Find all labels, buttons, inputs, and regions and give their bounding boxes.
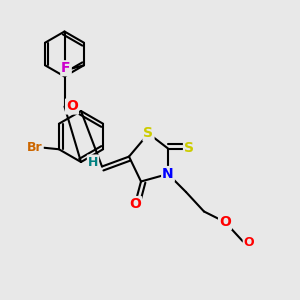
Text: S: S: [143, 127, 154, 140]
Text: N: N: [162, 167, 174, 181]
Text: H: H: [88, 155, 98, 169]
Text: S: S: [184, 142, 194, 155]
Text: O: O: [244, 236, 254, 250]
Text: O: O: [66, 100, 78, 113]
Text: O: O: [129, 197, 141, 211]
Text: Br: Br: [27, 141, 43, 154]
Text: F: F: [61, 61, 71, 75]
Text: O: O: [219, 215, 231, 229]
